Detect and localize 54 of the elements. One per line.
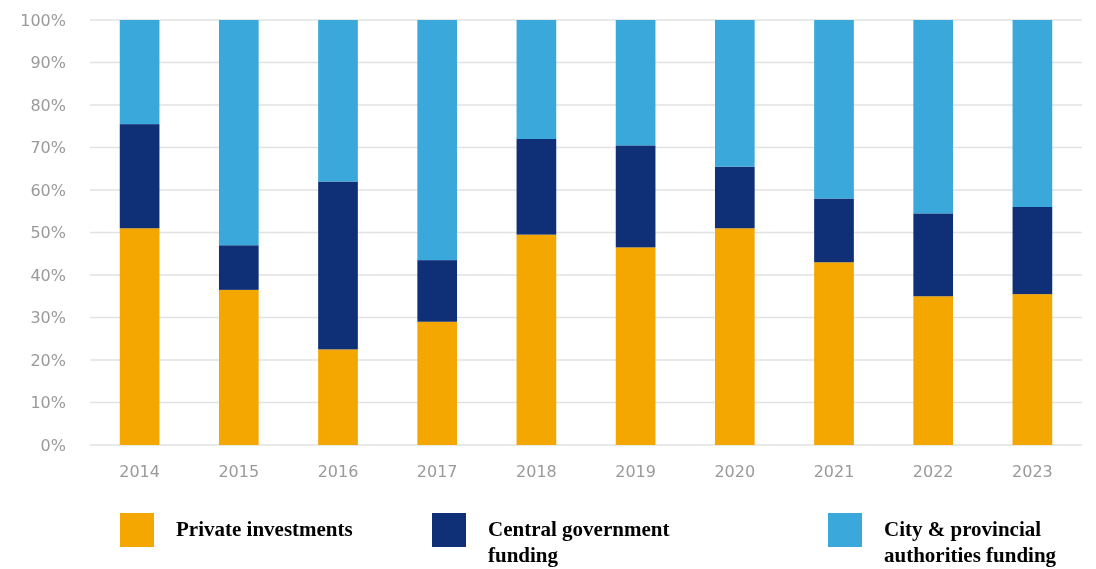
- y-tick-label: 0%: [40, 435, 66, 455]
- bar: [615, 20, 656, 146]
- bar: [417, 260, 458, 322]
- x-tick-label: 2023: [1012, 462, 1053, 481]
- y-tick-label: 60%: [30, 180, 66, 200]
- bar: [318, 349, 358, 445]
- x-tick-label: 2020: [714, 462, 756, 481]
- bar: [1012, 20, 1053, 207]
- bar: [615, 145, 656, 248]
- bar: [516, 20, 557, 139]
- bar: [516, 139, 557, 235]
- bar: [318, 20, 358, 182]
- bar: [714, 20, 755, 167]
- bar: [913, 296, 954, 445]
- bar: [417, 321, 458, 445]
- legend-label: Private investments: [176, 517, 353, 541]
- bar: [218, 20, 259, 246]
- bar: [417, 20, 458, 261]
- bar: [913, 213, 954, 297]
- x-tick-label: 2022: [912, 462, 954, 481]
- y-tick-label: 90%: [30, 53, 66, 73]
- bar: [119, 228, 160, 445]
- bar: [814, 20, 854, 199]
- bar: [1012, 207, 1053, 295]
- bar: [814, 198, 854, 263]
- y-tick-label: 50%: [30, 223, 66, 243]
- y-tick-label: 100%: [20, 10, 66, 30]
- bar: [119, 124, 160, 229]
- bar: [714, 228, 755, 445]
- y-tick-label: 70%: [30, 138, 66, 158]
- bar: [714, 166, 755, 229]
- x-tick-label: 2021: [813, 462, 855, 481]
- bar: [1012, 294, 1053, 445]
- bar: [913, 20, 954, 214]
- bar: [119, 20, 160, 125]
- x-tick-label: 2014: [119, 462, 160, 481]
- bar: [318, 181, 358, 350]
- y-tick-label: 80%: [30, 95, 66, 115]
- x-tick-label: 2019: [615, 462, 656, 481]
- x-tick-label: 2017: [416, 462, 458, 481]
- bar: [814, 262, 854, 445]
- legend-label: Central government funding: [488, 517, 670, 567]
- x-tick-label: 2018: [516, 462, 557, 481]
- bar: [615, 247, 656, 445]
- bar: [218, 289, 259, 445]
- y-tick-label: 10%: [30, 393, 66, 413]
- bar: [516, 234, 557, 445]
- y-tick-label: 20%: [30, 350, 66, 370]
- bar: [218, 245, 259, 290]
- x-tick-label: 2015: [218, 462, 260, 481]
- y-tick-label: 40%: [30, 265, 66, 285]
- x-tick-label: 2016: [317, 462, 359, 481]
- y-tick-label: 30%: [30, 308, 66, 328]
- legend-label: City & provincial authorities funding: [884, 517, 1057, 567]
